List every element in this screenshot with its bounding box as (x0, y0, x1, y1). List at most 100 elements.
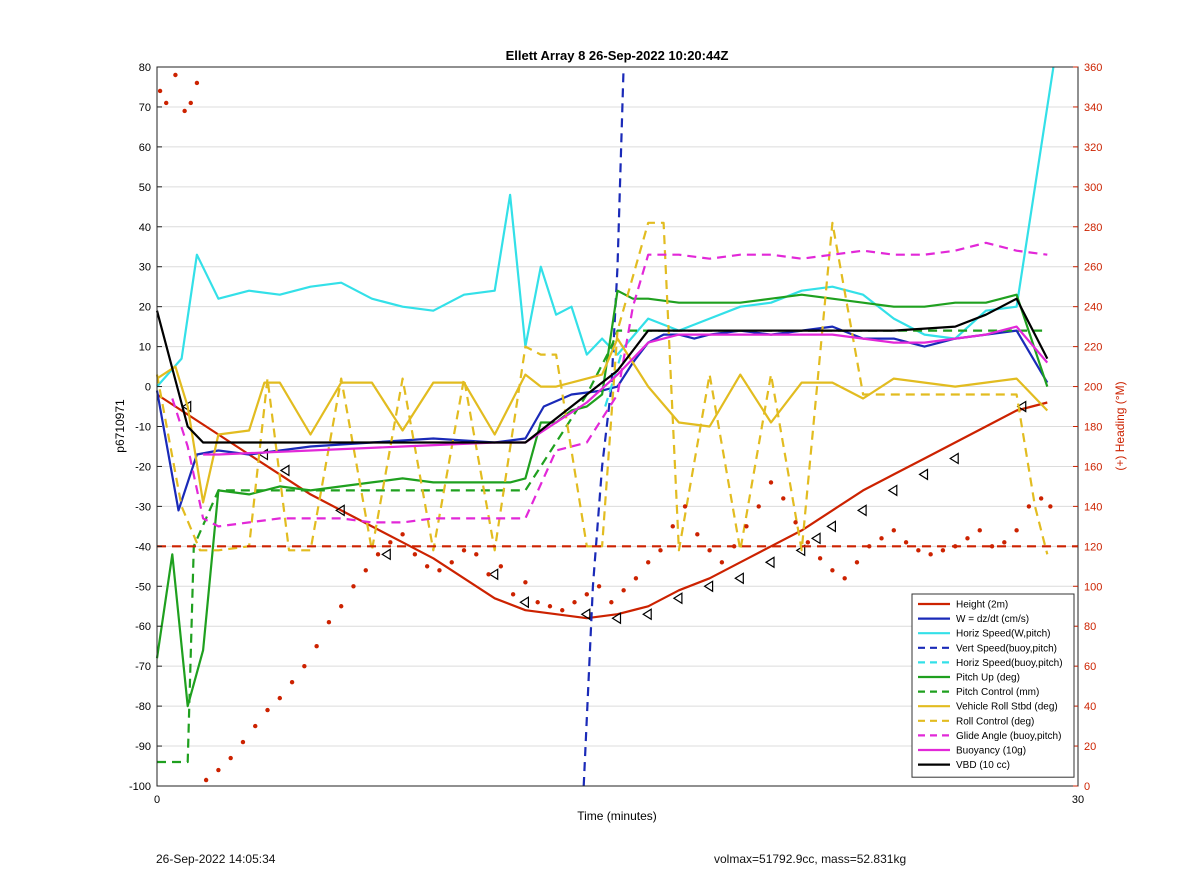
series-height-2m-marker (734, 572, 744, 585)
y-tick-label: -90 (135, 741, 151, 753)
series-heading-dots-point (216, 767, 221, 773)
series-heading-dots-point (940, 548, 946, 553)
series-glide-angle-buoy-pitch-line (171, 241, 1048, 528)
series-heading-dots-point (375, 552, 381, 557)
y2-tick-label: 120 (1084, 541, 1102, 553)
y-tick-label: 70 (139, 102, 151, 114)
series-heading-dots-point (253, 723, 258, 729)
legend-label: W = dz/dt (cm/s) (956, 614, 1029, 625)
series-heading-dots-point (928, 552, 933, 557)
series-heading-dots-point (388, 540, 393, 545)
series-heading-dots-point (203, 777, 209, 783)
y-tick-label: 30 (139, 262, 151, 274)
series-heading-dots-point (302, 663, 307, 669)
series-height-2m-marker (519, 596, 530, 609)
x-axis-label: Time (minutes) (577, 809, 657, 823)
y2-tick-label: 300 (1084, 182, 1102, 194)
y2-tick-label: 100 (1084, 581, 1102, 593)
series-heading-dots-point (781, 496, 786, 501)
series-heading-dots-point (400, 532, 405, 537)
series-heading-dots-point (510, 592, 516, 597)
series-heading-dots-point (363, 568, 368, 573)
y-tick-label: -50 (135, 581, 151, 593)
series-heading-dots-point (449, 560, 454, 565)
series-height-2m-marker (826, 520, 837, 533)
series-height-2m-marker (887, 484, 898, 497)
y2-tick-label: 320 (1084, 142, 1102, 154)
y-tick-label: 40 (139, 222, 151, 234)
series-height-2m-marker (856, 504, 867, 517)
series-height-2m-marker (918, 468, 929, 481)
series-heading-dots-point (658, 548, 663, 553)
series-height-2m-marker (810, 532, 821, 545)
series-heading-dots-point (1026, 504, 1032, 509)
series-horiz-speed-w-pitch-line (156, 66, 1055, 388)
y-tick-label: 50 (139, 182, 151, 194)
series-height-2m-marker (381, 548, 391, 561)
series-heading-dots-point (609, 600, 614, 605)
y2-tick-label: 40 (1084, 701, 1096, 713)
series-height-2m-marker (642, 608, 652, 621)
y2-axis-label: (+) Heading (°M) (1113, 381, 1127, 470)
y-tick-label: -20 (135, 461, 151, 473)
y-tick-label: 80 (139, 62, 151, 74)
series-heading-dots-point (1014, 528, 1019, 533)
series-heading-dots-point (314, 643, 319, 649)
y-axis-label: p6710971 (113, 399, 127, 453)
series-heading-dots-point (842, 576, 847, 581)
series-heading-dots-point (157, 88, 163, 94)
y-tick-label: -30 (135, 501, 151, 513)
y-tick-label: -80 (135, 701, 151, 713)
series-heading-dots-point (188, 100, 193, 106)
series-height-2m-marker (279, 464, 290, 477)
series-heading-dots-point (486, 572, 491, 577)
series-heading-dots-point (560, 608, 565, 613)
series-roll-control-deg-line (155, 221, 1049, 555)
series-heading-dots-point (805, 540, 811, 545)
y2-tick-label: 20 (1084, 741, 1096, 753)
legend-label: Pitch Control (mm) (956, 687, 1039, 698)
series-heading-dots-point (719, 560, 725, 565)
footer-timestamp: 26-Sep-2022 14:05:34 (156, 852, 276, 866)
series-heading-dots-point (707, 548, 712, 553)
y2-tick-label: 140 (1084, 501, 1102, 513)
series-heading-dots-point (977, 528, 982, 533)
series-height-2m-marker (580, 608, 591, 621)
y-tick-label: -60 (135, 621, 151, 633)
series-heading-dots-point (1048, 504, 1053, 509)
legend-label: Buoyancy (10g) (956, 746, 1026, 757)
series-heading-dots-point (351, 584, 356, 589)
chart-title: Ellett Array 8 26-Sep-2022 10:20:44Z (506, 48, 729, 63)
y-tick-label: 20 (139, 302, 151, 314)
y2-tick-label: 240 (1084, 302, 1102, 314)
y-tick-label: -40 (135, 541, 151, 553)
series-height-2m-marker (949, 452, 959, 465)
series-height-2m-marker (611, 612, 622, 625)
y2-tick-label: 160 (1084, 461, 1102, 473)
legend-label: Horiz Speed(W,pitch) (956, 629, 1050, 640)
series-heading-dots-point (572, 600, 577, 605)
series-heading-dots-point (670, 524, 675, 529)
series-vbd-10-cc-line (155, 297, 1049, 444)
series-heading-dots-point (621, 588, 626, 593)
series-heading-dots-point (646, 560, 651, 565)
legend-label: Pitch Up (deg) (956, 673, 1020, 684)
series-heading-dots-point (854, 560, 860, 565)
legend-label: Vehicle Roll Stbd (deg) (956, 702, 1058, 713)
series-heading-dots-point (474, 552, 479, 557)
y2-tick-label: 200 (1084, 382, 1102, 394)
series-heading-dots-point (633, 576, 639, 581)
legend: Height (2m) W = dz/dt (cm/s) Horiz Speed(W… (911, 593, 1075, 778)
y2-tick-label: 80 (1084, 621, 1096, 633)
series-heading-dots-point (173, 72, 178, 78)
y2-tick-label: 0 (1084, 781, 1090, 793)
series-height-2m-marker (488, 568, 499, 581)
footer-vehicle-params: volmax=51792.9cc, mass=52.831kg (714, 852, 907, 866)
series-heading-dots-point (461, 548, 467, 553)
series-pitch-up-deg-line (155, 289, 1049, 708)
y2-tick-label: 60 (1084, 661, 1096, 673)
legend-label: Roll Control (deg) (956, 716, 1034, 727)
series-heading-dots-point (596, 584, 602, 589)
series-heading-dots-point (265, 707, 270, 713)
legend-label: Glide Angle (buoy,pitch) (956, 731, 1061, 742)
